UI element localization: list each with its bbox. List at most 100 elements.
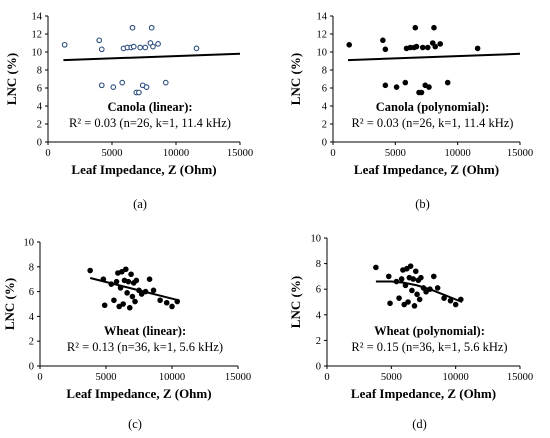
p4-data-point (396, 295, 402, 301)
p4-annotation-bg (339, 321, 520, 355)
p4-data-point (407, 263, 414, 269)
p3-data-point (125, 278, 132, 285)
p3-y-axis-label: LNC (%) (2, 278, 17, 330)
p1-data-point (193, 45, 200, 52)
p4-x-axis-label: Leaf Impedance, Z (Ohm) (351, 386, 496, 401)
p2-data-point (444, 79, 451, 86)
p1-data-point (119, 79, 126, 86)
p1-data-point (150, 43, 156, 50)
p1-ytick-label: 8 (37, 66, 42, 77)
p3-ytick-label: 6 (29, 287, 34, 298)
p2-data-point (437, 41, 444, 47)
p3-data-point (169, 303, 175, 310)
p4-y-axis-label: LNC (%) (288, 276, 303, 328)
p2-ytick-label: 8 (322, 66, 327, 77)
p2-xtick-label: 5000 (385, 148, 406, 159)
p3-data-point (123, 266, 129, 273)
p4-data-point (414, 291, 420, 298)
p3-annotation-title: Wheat (linear): (104, 324, 186, 338)
p2-data-point (424, 44, 431, 51)
p4-annotation-stats: R² = 0.15 (n=36, k=1, 5.6 kHz) (351, 340, 507, 354)
p1-ytick-label: 4 (37, 102, 43, 113)
p4-xtick-label: 15000 (507, 372, 533, 383)
p3-data-point (111, 297, 117, 304)
p4-data-point (409, 287, 415, 294)
p1-ytick-label: 0 (37, 138, 42, 149)
p2-data-point (393, 84, 400, 90)
p4-data-point (412, 268, 419, 275)
p3-annotation-stats: R² = 0.13 (n=36, k=1, 5.6 kHz) (67, 340, 223, 354)
p4-ytick-label: 8 (316, 259, 321, 270)
p2-trendline (347, 52, 521, 62)
p2-x-axis-label: Leaf Impedance, Z (Ohm) (354, 162, 499, 177)
p4-data-point (410, 276, 417, 282)
p2-data-point (380, 37, 386, 44)
p1-data-point (162, 79, 169, 86)
p4-data-point (418, 274, 424, 281)
p3-data-point (87, 267, 93, 274)
p2-panel-label: (b) (415, 197, 430, 211)
p3-data-point (120, 301, 126, 307)
p2-ytick-label: 12 (317, 30, 328, 41)
p2-data-point (413, 43, 420, 50)
p2-data-point (418, 89, 425, 96)
p3-data-point (101, 302, 108, 309)
p2-data-point (419, 44, 426, 51)
p4-data-point (373, 264, 379, 271)
p3-trendline (89, 277, 179, 302)
p1-data-point (96, 37, 103, 44)
p1-data-point (61, 41, 68, 48)
p3-xtick-label: 0 (37, 372, 42, 383)
p2-ytick-label: 2 (322, 120, 327, 131)
p3-data-point (116, 303, 122, 310)
p3-data-point (124, 290, 130, 296)
p3-ytick-label: 10 (24, 238, 35, 249)
p1-annotation-stats: R² = 0.03 (n=26, k=1, 11.4 kHz) (69, 116, 231, 130)
p4-data-point (398, 276, 405, 282)
p2-ytick-label: 14 (317, 12, 328, 23)
p3-ytick-label: 2 (29, 337, 34, 348)
p2-data-point (346, 41, 353, 48)
p1-data-point (98, 46, 105, 53)
p1-xtick-label: 10000 (163, 148, 189, 159)
p4-ytick-label: 4 (316, 310, 322, 321)
p2-data-point (426, 84, 432, 90)
p3-xtick-label: 10000 (159, 372, 185, 383)
p4-data-point (452, 301, 459, 308)
p2-data-point (432, 43, 439, 50)
p3-annotation-bg (55, 321, 235, 355)
p3-data-point (132, 298, 138, 305)
p4-ytick-label: 10 (311, 234, 322, 245)
p3-data-point (146, 276, 153, 283)
p2-xtick-label: 0 (330, 148, 335, 159)
p4-xtick-label: 0 (324, 372, 329, 383)
p1-data-point (129, 24, 136, 31)
p2-data-point (412, 24, 419, 31)
p2-ytick-label: 4 (322, 102, 328, 113)
p2-data-point (382, 82, 389, 89)
p3-ytick-label: 4 (29, 312, 35, 323)
p4-data-point (434, 285, 441, 291)
p1-data-point (136, 89, 142, 96)
p4-data-point (416, 296, 423, 303)
p1-x-axis-label: Leaf Impedance, Z (Ohm) (71, 162, 216, 177)
p4-ytick-label: 0 (316, 362, 321, 373)
p4-ytick-label: 2 (316, 336, 321, 347)
p1-ytick-label: 10 (32, 48, 43, 59)
p1-annotation-title: Canola (linear): (107, 100, 192, 114)
p4-ytick-label: 6 (316, 285, 321, 296)
p4-panel-label: (d) (412, 417, 427, 431)
p4-data-point (423, 288, 429, 295)
p2-ytick-label: 10 (317, 48, 328, 59)
p1-data-point (148, 24, 155, 31)
p1-ytick-label: 2 (37, 120, 42, 131)
p3-data-point (133, 277, 140, 284)
p2-xtick-label: 10000 (445, 148, 471, 159)
p2-data-point (431, 24, 437, 31)
p2-y-axis-label: LNC (%) (288, 53, 303, 105)
p3-data-point (119, 268, 125, 275)
p4-data-point (403, 265, 410, 272)
p4-data-point (387, 300, 393, 307)
p3-data-point (126, 304, 133, 311)
p1-xtick-label: 15000 (227, 148, 253, 159)
